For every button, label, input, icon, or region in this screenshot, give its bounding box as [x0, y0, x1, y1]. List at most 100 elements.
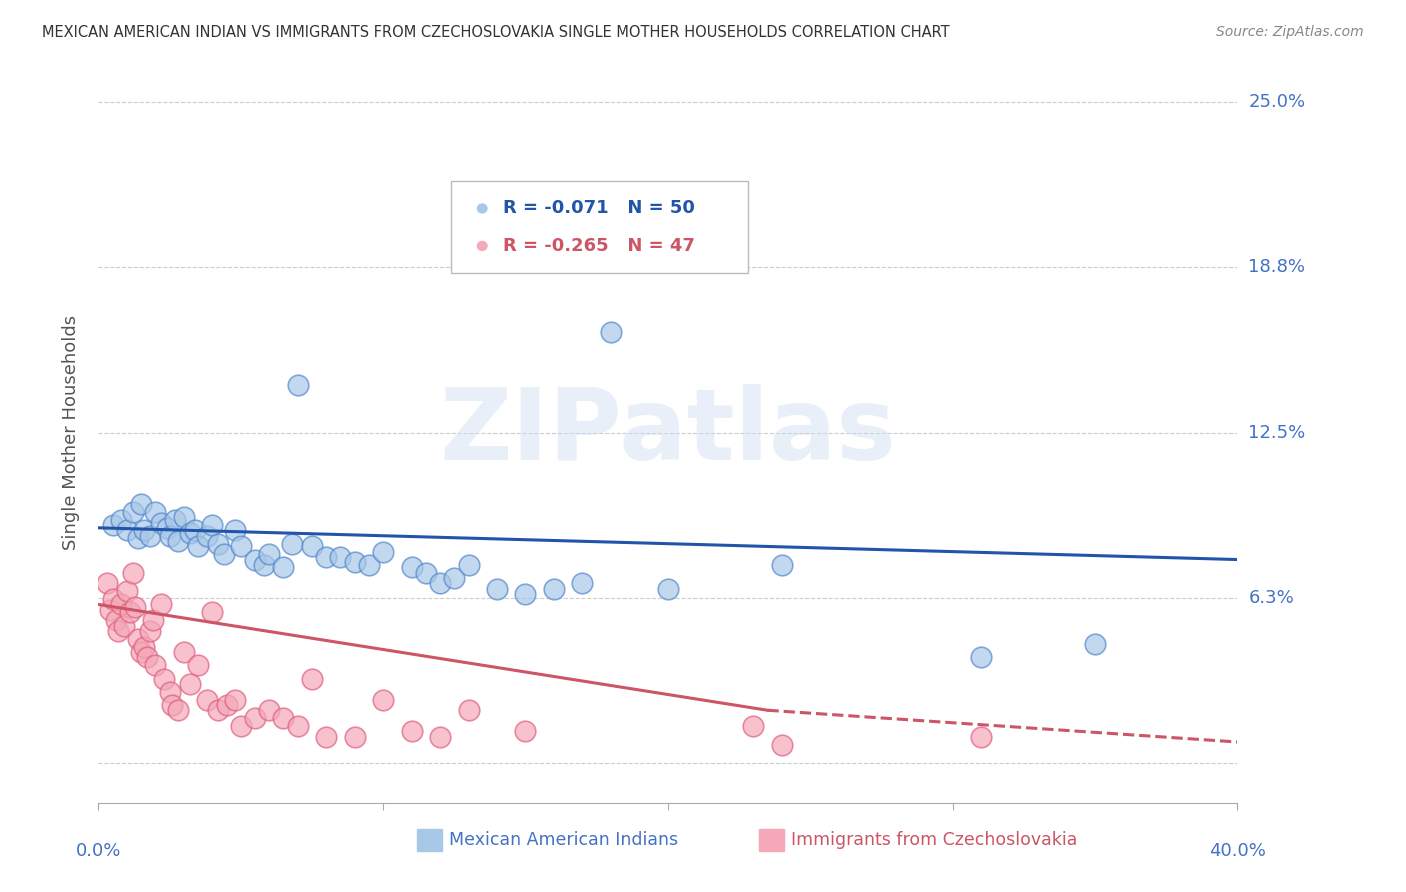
Point	[162, 698, 184, 712]
Point	[315, 730, 337, 744]
Point	[101, 518, 124, 533]
Point	[173, 510, 195, 524]
Point	[129, 497, 152, 511]
Point	[129, 645, 152, 659]
Point	[770, 738, 793, 752]
Point	[207, 536, 229, 550]
Point	[201, 518, 224, 533]
Point	[153, 672, 176, 686]
Point	[195, 692, 218, 706]
Text: 25.0%: 25.0%	[1249, 93, 1306, 112]
Point	[115, 524, 138, 538]
Point	[150, 598, 173, 612]
Point	[212, 547, 235, 561]
Point	[179, 677, 201, 691]
Point	[486, 582, 509, 596]
Point	[287, 378, 309, 392]
Point	[156, 521, 179, 535]
Point	[98, 603, 121, 617]
Point	[329, 549, 352, 564]
Point	[96, 576, 118, 591]
Ellipse shape	[478, 204, 486, 213]
Point	[124, 600, 146, 615]
Point	[343, 555, 366, 569]
Point	[515, 587, 537, 601]
Point	[273, 560, 295, 574]
Point	[167, 534, 190, 549]
Point	[259, 547, 281, 561]
Ellipse shape	[478, 242, 486, 251]
Point	[138, 529, 160, 543]
Point	[742, 719, 765, 733]
Text: Immigrants from Czechoslovakia: Immigrants from Czechoslovakia	[790, 830, 1077, 849]
Point	[657, 582, 679, 596]
Point	[243, 552, 266, 566]
Point	[243, 711, 266, 725]
Point	[600, 325, 623, 339]
Point	[104, 613, 127, 627]
Point	[443, 571, 465, 585]
Point	[515, 724, 537, 739]
Point	[132, 640, 155, 654]
Point	[107, 624, 129, 638]
Point	[970, 650, 993, 665]
Point	[273, 711, 295, 725]
Point	[115, 584, 138, 599]
Point	[121, 566, 143, 580]
Text: 40.0%: 40.0%	[1209, 842, 1265, 860]
Point	[315, 549, 337, 564]
Point	[127, 532, 149, 546]
Point	[110, 513, 132, 527]
Y-axis label: Single Mother Households: Single Mother Households	[62, 315, 80, 550]
Point	[373, 544, 395, 558]
Point	[343, 730, 366, 744]
Point	[135, 650, 157, 665]
Text: R = -0.265   N = 47: R = -0.265 N = 47	[503, 237, 695, 255]
Point	[195, 529, 218, 543]
Point	[145, 658, 167, 673]
Text: 12.5%: 12.5%	[1249, 424, 1306, 442]
Point	[167, 703, 190, 717]
Point	[145, 505, 167, 519]
Point	[229, 539, 252, 553]
Point	[457, 703, 479, 717]
Text: 6.3%: 6.3%	[1249, 589, 1294, 607]
Point	[138, 624, 160, 638]
Point	[173, 645, 195, 659]
Bar	[418, 829, 443, 851]
Point	[141, 613, 163, 627]
Bar	[759, 829, 785, 851]
Point	[457, 558, 479, 572]
Point	[401, 560, 423, 574]
Point	[301, 672, 323, 686]
Point	[571, 576, 593, 591]
Point	[770, 558, 793, 572]
Point	[1084, 637, 1107, 651]
Point	[159, 685, 181, 699]
Point	[415, 566, 437, 580]
Point	[112, 618, 135, 632]
Text: ZIPatlas: ZIPatlas	[440, 384, 896, 481]
Point	[373, 692, 395, 706]
Point	[187, 658, 209, 673]
Point	[224, 692, 246, 706]
Point	[301, 539, 323, 553]
Point	[187, 539, 209, 553]
Point	[543, 582, 565, 596]
Text: Source: ZipAtlas.com: Source: ZipAtlas.com	[1216, 25, 1364, 39]
Point	[281, 536, 304, 550]
Point	[215, 698, 238, 712]
Point	[401, 724, 423, 739]
Text: Mexican American Indians: Mexican American Indians	[449, 830, 678, 849]
Point	[179, 526, 201, 541]
Point	[118, 606, 141, 620]
Point	[110, 598, 132, 612]
Text: MEXICAN AMERICAN INDIAN VS IMMIGRANTS FROM CZECHOSLOVAKIA SINGLE MOTHER HOUSEHOL: MEXICAN AMERICAN INDIAN VS IMMIGRANTS FR…	[42, 25, 950, 40]
Point	[287, 719, 309, 733]
Point	[121, 505, 143, 519]
Point	[259, 703, 281, 717]
Point	[207, 703, 229, 717]
Point	[970, 730, 993, 744]
FancyBboxPatch shape	[451, 181, 748, 274]
Point	[357, 558, 380, 572]
